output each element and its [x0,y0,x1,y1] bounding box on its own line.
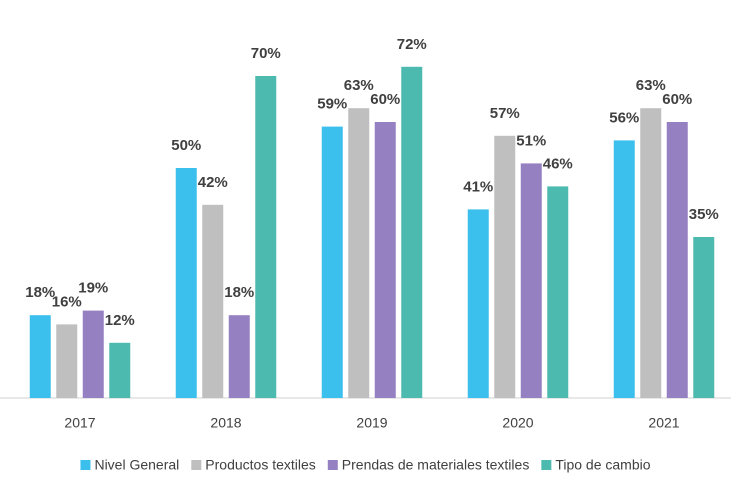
legend-swatch [80,460,91,470]
bar [467,209,489,398]
value-label: 41% [463,178,493,195]
bar [109,342,131,398]
value-label: 19% [78,280,108,297]
value-label: 56% [609,109,639,126]
value-label: 18% [25,284,55,301]
bar [82,310,104,398]
bar [202,204,224,398]
bar [255,76,277,398]
x-tick-label: 2018 [210,415,241,431]
value-label: 63% [636,77,666,94]
legend-label: Nivel General [94,457,179,473]
value-label: 16% [52,293,82,310]
x-tick-label: 2017 [64,415,95,431]
bar [175,168,197,398]
bar [348,108,370,398]
legend-label: Tipo de cambio [555,457,650,473]
bar [520,163,542,398]
x-tick-label: 2020 [502,415,533,431]
bar [640,108,662,398]
legend-label: Prendas de materiales textiles [342,457,530,473]
legend-label: Productos textiles [205,457,316,473]
value-label: 42% [198,174,228,191]
bar [56,324,78,398]
value-label: 18% [224,284,254,301]
value-label: 72% [397,36,427,53]
value-label: 35% [689,206,719,223]
value-label: 57% [490,105,520,122]
bar [547,186,569,398]
bar [228,315,250,398]
value-label: 50% [171,137,201,154]
bar [29,315,51,398]
bar [666,122,688,398]
value-label: 12% [105,312,135,329]
value-label: 51% [516,132,546,149]
x-tick-label: 2019 [356,415,387,431]
value-label: 59% [317,96,347,113]
x-tick-label: 2021 [648,415,679,431]
bar [494,135,516,399]
bar [401,66,423,399]
legend-swatch [327,460,338,470]
value-label: 60% [370,91,400,108]
legend-swatch [541,460,552,470]
value-label: 46% [543,155,573,172]
value-label: 60% [662,91,692,108]
bar [374,122,396,398]
bar [613,140,635,398]
value-label: 70% [251,45,281,62]
bar [693,237,715,398]
value-label: 63% [344,77,374,94]
bar [321,126,343,398]
legend-swatch [191,460,202,470]
